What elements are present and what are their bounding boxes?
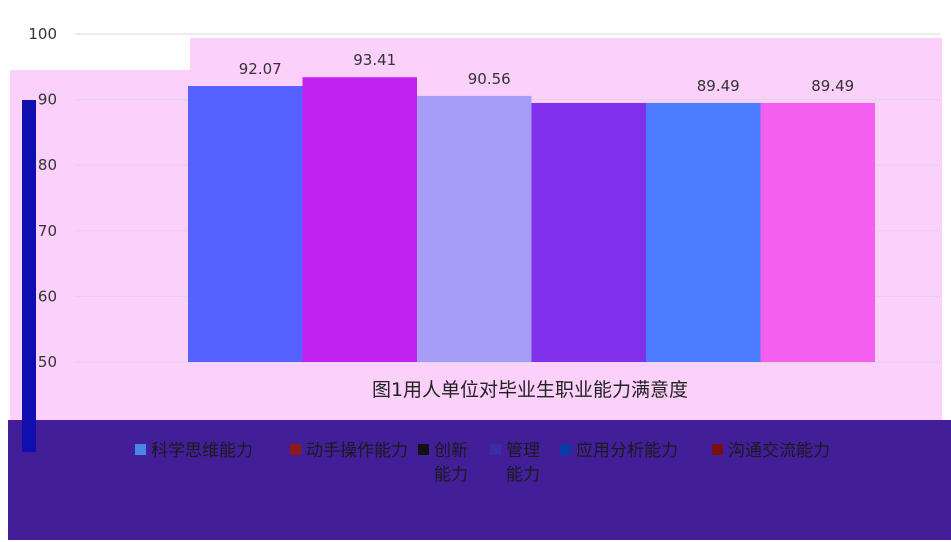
legend-label: 沟通交流能力 — [728, 441, 830, 461]
data-labels: 92.07 93.41 90.56 89.49 89.49 — [239, 51, 854, 95]
bars — [188, 77, 875, 363]
chart-title: 图1用人单位对毕业生职业能力满意度 — [372, 379, 688, 401]
legend-swatch — [290, 444, 301, 455]
y-tick-label: 60 — [38, 287, 57, 305]
bar — [760, 102, 875, 362]
y-tick-label: 80 — [38, 156, 57, 174]
legend-swatch — [712, 444, 723, 455]
y-tick-label: 100 — [28, 25, 57, 43]
plot-background-top — [190, 38, 942, 72]
legend-swatch — [135, 444, 146, 455]
bar — [302, 77, 417, 362]
y-axis-ticks: 50 60 70 80 90 100 — [28, 25, 57, 371]
bar — [531, 102, 646, 362]
legend-label: 创新 — [434, 441, 468, 461]
data-label: 90.56 — [468, 70, 511, 88]
legend-label-cont: 能力 — [434, 465, 468, 485]
y-tick-label: 70 — [38, 222, 57, 240]
data-label: 89.49 — [811, 77, 854, 95]
y-tick-label: 50 — [38, 353, 57, 371]
legend-label: 应用分析能力 — [576, 441, 678, 461]
bar — [188, 86, 303, 362]
data-label: 92.07 — [239, 60, 282, 78]
legend-label: 管理 — [506, 441, 540, 461]
legend-swatch — [490, 444, 501, 455]
data-label: 89.49 — [697, 77, 740, 95]
legend-band — [8, 420, 951, 540]
legend-label-cont: 能力 — [506, 465, 540, 485]
data-label: 93.41 — [353, 51, 396, 69]
left-axis-bar — [22, 100, 36, 452]
legend-label: 动手操作能力 — [306, 441, 408, 461]
legend-swatch — [560, 444, 571, 455]
legend-swatch — [418, 444, 429, 455]
y-tick-label: 90 — [38, 91, 57, 109]
legend-label: 科学思维能力 — [151, 441, 253, 461]
bar — [417, 95, 532, 363]
bar — [646, 102, 761, 362]
